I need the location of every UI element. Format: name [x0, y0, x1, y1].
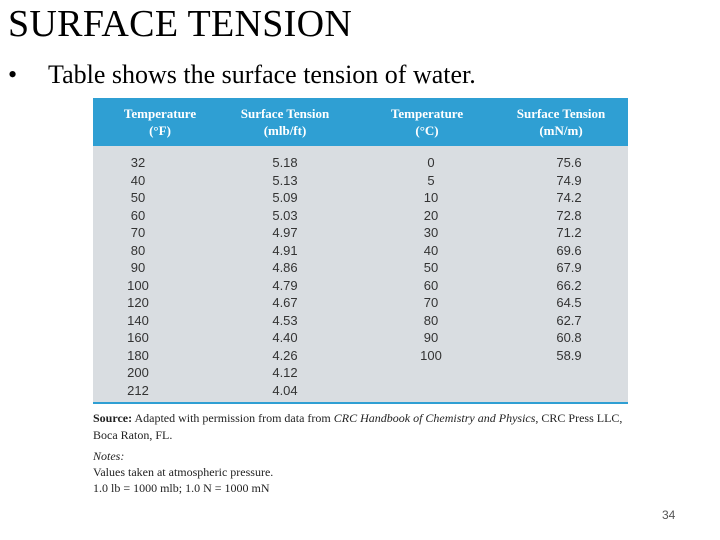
table-cell: 10 [423, 190, 439, 205]
table-cell: 5 [427, 172, 435, 188]
table-source: Source: Adapted with permission from dat… [93, 410, 623, 444]
header-unit: (mN/m) [539, 123, 583, 138]
page-number: 34 [662, 508, 676, 522]
table-cell: 40 [130, 172, 146, 188]
column-surface-tension-mn: 75.6 74.9 74.2 72.8 71.2 69.6 67.9 66.2 64.5 62.7… [541, 154, 597, 364]
table-cell: 120 [127, 295, 149, 310]
table-cell: 50 [423, 260, 439, 275]
header-temperature-f: Temperature (°F) [93, 105, 227, 139]
table-cell: 74.9 [556, 172, 582, 188]
header-unit: (°F) [149, 123, 171, 138]
header-line: Temperature [123, 106, 197, 121]
header-unit: (mlb/ft) [263, 123, 307, 138]
notes-line-pressure: Values taken at atmospheric pressure. [93, 465, 274, 479]
table-cell: 67.9 [556, 260, 582, 275]
bullet-icon: • [8, 60, 18, 89]
table-cell: 30 [423, 225, 439, 240]
table-cell: 71.2 [556, 225, 582, 240]
header-surface-tension-mlb: Surface Tension (mlb/ft) [218, 105, 352, 139]
table-cell: 66.2 [556, 277, 582, 293]
header-surface-tension-mn: Surface Tension (mN/m) [494, 105, 628, 139]
table-cell: 32 [130, 155, 146, 170]
table-cell: 5.18 [272, 155, 298, 170]
table-cell: 90 [130, 260, 146, 275]
table-cell: 75.6 [556, 155, 582, 170]
slide-title: SURFACE TENSION [8, 3, 353, 45]
table-cell: 4.67 [272, 295, 298, 310]
table-cell: 58.9 [556, 347, 582, 363]
table-cell: 40 [423, 242, 439, 258]
table-cell: 60 [130, 207, 146, 223]
table-cell: 90 [423, 330, 439, 345]
table-cell: 100 [420, 347, 442, 363]
source-label: Source: [93, 411, 133, 425]
notes-heading: Notes: [93, 449, 125, 463]
table-cell: 60.8 [556, 330, 582, 345]
header-line: Surface Tension [240, 106, 330, 121]
table-cell: 4.79 [272, 277, 298, 293]
table-cell: 200 [127, 365, 149, 380]
bullet-text: Table shows the surface tension of water… [48, 60, 476, 89]
table-cell: 5.03 [272, 207, 298, 223]
table-body: 32 40 50 60 70 80 90 100 120 140 160 180 200 212 5.18… [93, 146, 628, 404]
table-cell: 4.86 [272, 260, 298, 275]
table-cell: 70 [423, 295, 439, 310]
table-cell: 180 [127, 347, 149, 363]
surface-tension-table: Temperature (°F) Surface Tension (mlb/ft… [93, 98, 628, 404]
header-line: Temperature [390, 106, 464, 121]
table-cell: 4.40 [272, 330, 298, 345]
notes-line-units: 1.0 lb = 1000 mlb; 1.0 N = 1000 mN [93, 481, 270, 495]
table-notes: Notes: Values taken at atmospheric press… [93, 448, 623, 496]
table-cell: 160 [127, 330, 149, 345]
header-line: Surface Tension [516, 106, 606, 121]
table-cell: 4.53 [272, 312, 298, 328]
source-book-title: CRC Handbook of Chemistry and Physics [333, 411, 536, 425]
table-cell: 72.8 [556, 207, 582, 223]
table-cell: 140 [127, 312, 149, 328]
source-publisher: , CRC Press LLC, Boca Raton, FL. [93, 411, 623, 442]
table-cell: 60 [423, 277, 439, 293]
header-temperature-c: Temperature (°C) [360, 105, 494, 139]
table-cell: 69.6 [556, 242, 582, 258]
table-cell: 5.13 [272, 172, 298, 188]
table-cell: 212 [127, 382, 149, 398]
table-cell: 4.26 [272, 347, 298, 363]
table-cell: 0 [427, 155, 435, 170]
table-cell: 4.04 [272, 382, 298, 398]
table-cell: 20 [423, 207, 439, 223]
table-cell: 5.09 [272, 190, 298, 205]
table-cell: 50 [130, 190, 146, 205]
column-temperature-f: 32 40 50 60 70 80 90 100 120 140 160 180 200 212 [113, 154, 163, 399]
table-cell: 100 [127, 277, 149, 293]
table-cell: 62.7 [556, 312, 582, 328]
table-cell: 80 [423, 312, 439, 328]
column-temperature-c: 0 5 10 20 30 40 50 60 70 80 90 100 [406, 154, 456, 364]
table-cell: 74.2 [556, 190, 582, 205]
table-cell: 4.91 [272, 242, 298, 258]
table-cell: 64.5 [556, 295, 582, 310]
table-cell: 70 [130, 225, 146, 240]
source-text: Adapted with permission from data from [132, 411, 334, 425]
table-header: Temperature (°F) Surface Tension (mlb/ft… [93, 98, 628, 146]
table-cell: 80 [130, 242, 146, 258]
table-cell: 4.12 [272, 365, 298, 380]
header-unit: (°C) [415, 123, 439, 138]
column-surface-tension-mlb: 5.18 5.13 5.09 5.03 4.97 4.91 4.86 4.79 4.67 4.53… [257, 154, 313, 399]
table-cell: 4.97 [272, 225, 298, 240]
